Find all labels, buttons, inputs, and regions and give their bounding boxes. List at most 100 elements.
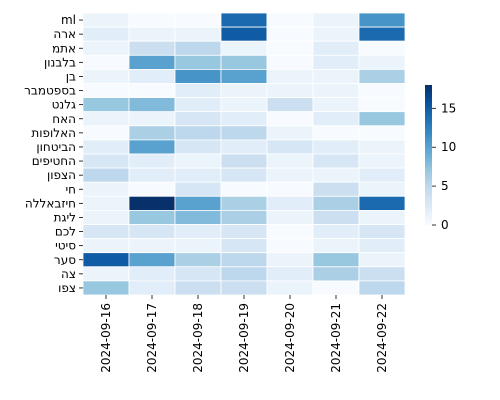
heatmap-cell: [266, 266, 314, 282]
y-tick-label: חיזבאללה: [25, 196, 76, 210]
heatmap-cell: [174, 111, 222, 127]
heatmap-cell: [128, 209, 176, 225]
heatmap-cell: [82, 209, 130, 225]
heatmap-cell: [128, 238, 176, 254]
heatmap-cell: [174, 69, 222, 84]
heatmap-cell: [82, 125, 130, 141]
heatmap-cell: [82, 139, 130, 155]
heatmap-cell: [358, 97, 406, 113]
heatmap-cell: [312, 195, 360, 211]
heatmap-cell: [358, 153, 406, 169]
heatmap-cell: [220, 266, 268, 282]
heatmap-cell: [174, 139, 222, 155]
heatmap-cell: [266, 54, 314, 70]
colorbar-gradient: [425, 85, 432, 225]
heatmap-cell: [358, 54, 406, 70]
heatmap-cell: [174, 125, 222, 141]
heatmap-cell: [128, 111, 176, 127]
colorbar: 0 5 10 15: [425, 85, 456, 232]
heatmap-cell: [358, 69, 406, 84]
heatmap-cell: [174, 224, 222, 240]
heatmap-cell: [174, 195, 222, 211]
heatmap-cell: [266, 97, 314, 113]
heatmap-cell: [312, 153, 360, 169]
heatmap-cell: [128, 181, 176, 197]
heatmap-cell: [220, 111, 268, 127]
heatmap-cell: [174, 83, 222, 99]
heatmap-cell: [312, 139, 360, 155]
heatmap-cell: [82, 40, 130, 56]
heatmap-cells: [82, 12, 406, 296]
colorbar-tick-label: 15: [441, 101, 456, 115]
heatmap-cell: [82, 238, 130, 254]
y-tick-label: הביטחון: [36, 140, 76, 154]
y-tick-label: החטיפים: [32, 154, 76, 168]
y-tick-label: בספטמבר: [24, 84, 76, 98]
heatmap-cell: [358, 167, 406, 183]
heatmap-cell: [220, 167, 268, 183]
heatmap-cell: [358, 111, 406, 127]
heatmap-cell: [82, 195, 130, 211]
heatmap-cell: [358, 125, 406, 141]
heatmap-cell: [266, 83, 314, 99]
x-tick-label: 2024-09-22: [375, 303, 389, 373]
heatmap-cell: [266, 40, 314, 56]
y-tick-label: חי: [65, 182, 76, 196]
x-tick-labels: 2024-09-16 2024-09-17 2024-09-18 2024-09-19…: [99, 295, 389, 373]
heatmap-cell: [128, 97, 176, 113]
heatmap-cell: [128, 167, 176, 183]
heatmap-cell: [82, 54, 130, 70]
heatmap-cell: [312, 54, 360, 70]
y-tick-label: הצפון: [47, 168, 76, 182]
heatmap-cell: [128, 153, 176, 169]
y-tick-label: צפו: [58, 281, 76, 295]
heatmap-cell: [174, 209, 222, 225]
heatmap-cell: [220, 54, 268, 70]
heatmap-cell: [128, 83, 176, 99]
heatmap-cell: [82, 224, 130, 240]
heatmap-cell: [358, 12, 406, 28]
heatmap-cell: [82, 111, 130, 127]
colorbar-tick-label: 10: [441, 140, 456, 154]
heatmap-cell: [358, 266, 406, 282]
heatmap-cell: [128, 40, 176, 56]
heatmap-cell: [82, 83, 130, 99]
heatmap-cell: [358, 26, 406, 42]
x-tick-label: 2024-09-16: [99, 303, 113, 373]
heatmap-cell: [312, 238, 360, 254]
heatmap-cell: [312, 209, 360, 225]
heatmap-cell: [82, 280, 130, 296]
heatmap-cell: [312, 266, 360, 282]
heatmap-cell: [266, 280, 314, 296]
heatmap-cell: [174, 54, 222, 70]
heatmap-cell: [266, 125, 314, 141]
heatmap-cell: [266, 139, 314, 155]
colorbar-tick-label: 0: [441, 218, 449, 232]
heatmap-cell: [220, 280, 268, 296]
heatmap-cell: [358, 83, 406, 99]
heatmap-cell: [174, 238, 222, 254]
y-tick-labels: mlארהאתמבלבנוןבןבספטמברגלנטהאחהאלופותהבי…: [24, 13, 83, 295]
x-tick-label: 2024-09-19: [237, 303, 251, 373]
heatmap-cell: [220, 153, 268, 169]
y-tick-label: צה: [61, 267, 76, 281]
heatmap-cell: [82, 266, 130, 282]
heatmap-cell: [266, 167, 314, 183]
heatmap-cell: [266, 111, 314, 127]
heatmap-cell: [82, 153, 130, 169]
heatmap-cell: [128, 54, 176, 70]
heatmap-cell: [266, 26, 314, 42]
heatmap-cell: [174, 40, 222, 56]
heatmap-cell: [358, 238, 406, 254]
heatmap-cell: [174, 153, 222, 169]
heatmap-cell: [312, 26, 360, 42]
y-tick-label: סער: [54, 253, 76, 267]
heatmap-cell: [174, 26, 222, 42]
heatmap-cell: [82, 97, 130, 113]
heatmap-cell: [266, 153, 314, 169]
heatmap-cell: [358, 181, 406, 197]
heatmap-cell: [266, 181, 314, 197]
y-tick-label: אתמ: [52, 41, 76, 55]
y-tick-label: ml: [61, 13, 76, 27]
heatmap-cell: [266, 238, 314, 254]
